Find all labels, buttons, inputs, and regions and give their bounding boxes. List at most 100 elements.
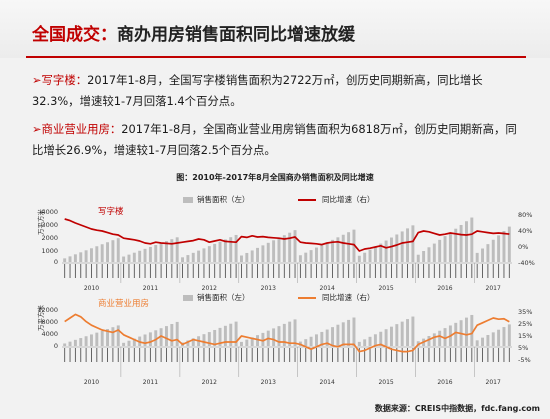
commercial-area-bar xyxy=(400,321,404,346)
office-area-bar xyxy=(357,255,361,262)
commercial-area-bar xyxy=(186,340,190,346)
office-area-bar xyxy=(154,245,158,262)
office-legend-area: 销售面积（左） xyxy=(197,194,250,204)
commercial-area-bar xyxy=(320,331,324,346)
office-area-bar xyxy=(100,244,104,262)
office-area-bar xyxy=(454,228,458,262)
page-title-rest: 商办用房销售面积同比增速放缓 xyxy=(117,25,355,45)
office-paragraph: ➢写字楼：2017年1-8月，全国写字楼销售面积为2722万㎡，创历史同期新高，… xyxy=(32,70,522,112)
commercial-year-label: 2011 xyxy=(143,379,158,386)
commercial-legend-growth: 同比增速（右） xyxy=(322,292,375,302)
commercial-left-tick: 4000 xyxy=(41,330,58,338)
office-area-bar xyxy=(73,254,77,262)
commercial-area-bar xyxy=(175,321,179,346)
commercial-year-label: 2017 xyxy=(486,379,501,386)
commercial-area-bar xyxy=(309,336,313,346)
commercial-paragraph: ➢商业营业用房：2017年1-8月，全国商业营业用房销售面积为6818万㎡，创历… xyxy=(32,119,522,161)
office-area-bar xyxy=(164,241,168,262)
office-area-bar xyxy=(207,246,211,262)
office-area-bar xyxy=(245,252,249,262)
office-area-bar xyxy=(277,237,281,262)
commercial-right-tick: 25% xyxy=(518,320,532,328)
commercial-area-bar xyxy=(95,332,99,346)
commercial-area-bar xyxy=(454,322,458,346)
office-paragraph-text: 2017年1-8月，全国写字楼销售面积为2722万㎡，创历史同期新高，同比增长3… xyxy=(32,73,483,108)
commercial-area-bar xyxy=(438,330,442,346)
office-left-tick: 0 xyxy=(54,258,58,266)
office-right-tick: 80% xyxy=(518,211,532,219)
office-area-bar xyxy=(320,245,324,262)
figure-title: 图：2010年-2017年8月全国商办销售面积及同比增速 xyxy=(176,173,374,182)
commercial-area-bar xyxy=(170,324,174,346)
office-left-tick: 2000 xyxy=(41,234,58,242)
title-bar xyxy=(0,0,550,58)
commercial-area-bar xyxy=(331,327,335,346)
office-area-bar xyxy=(186,255,190,262)
office-area-bar xyxy=(282,235,286,262)
office-area-bar xyxy=(239,255,243,262)
commercial-right-tick: -5% xyxy=(518,356,531,364)
office-area-bar xyxy=(314,247,318,262)
commercial-area-bar xyxy=(282,323,286,346)
commercial-area-bar xyxy=(84,336,88,346)
commercial-area-bar xyxy=(191,338,195,346)
commercial-area-bar xyxy=(132,338,136,346)
office-left-tick: 4000 xyxy=(41,208,58,216)
office-area-bar xyxy=(363,252,367,262)
commercial-right-tick: 15% xyxy=(518,332,532,340)
title-divider xyxy=(26,56,526,58)
office-area-bar xyxy=(89,248,93,262)
office-year-label: 2010 xyxy=(84,285,99,292)
office-area-bar xyxy=(368,249,372,262)
page-title-prefix: 全国成交： xyxy=(32,25,117,45)
office-left-tick: 1000 xyxy=(41,247,58,255)
commercial-area-bar xyxy=(347,319,351,346)
office-area-bar xyxy=(341,234,345,262)
office-area-bar xyxy=(170,239,174,262)
commercial-legend-area: 销售面积（左） xyxy=(197,292,250,302)
commercial-area-bar xyxy=(384,329,388,346)
commercial-area-bar xyxy=(379,331,383,346)
commercial-area-bar xyxy=(491,332,495,346)
office-area-bar xyxy=(218,241,222,262)
commercial-area-bar xyxy=(89,334,93,346)
office-area-bar xyxy=(481,248,485,262)
office-area-bar xyxy=(84,250,88,262)
commercial-area-bar xyxy=(122,342,126,346)
office-area-bar xyxy=(272,240,276,262)
commercial-area-bar xyxy=(325,329,329,346)
commercial-area-bar xyxy=(427,335,431,346)
office-area-bar xyxy=(250,250,254,262)
office-growth-line xyxy=(64,218,510,252)
office-area-bar xyxy=(266,242,270,262)
office-area-bar xyxy=(406,228,410,262)
office-area-bar xyxy=(379,243,383,262)
commercial-growth-line xyxy=(64,313,510,353)
office-area-bar xyxy=(432,243,436,262)
office-area-bar xyxy=(395,234,399,262)
office-area-bar xyxy=(106,242,110,262)
commercial-area-bar xyxy=(106,329,110,346)
commercial-legend-swatch-area xyxy=(183,295,193,301)
commercial-area-bar xyxy=(272,328,276,346)
commercial-area-bar xyxy=(277,326,281,346)
office-area-bar xyxy=(422,251,426,262)
commercial-area-bar xyxy=(304,339,308,346)
office-right-tick: 40% xyxy=(518,227,532,235)
office-area-bar xyxy=(191,252,195,262)
office-area-bar xyxy=(132,252,136,262)
commercial-area-bar xyxy=(218,327,222,346)
office-area-bar xyxy=(127,254,131,262)
commercial-area-bar xyxy=(363,339,367,346)
commercial-right-tick: 35% xyxy=(518,308,532,316)
commercial-area-bar xyxy=(406,319,410,346)
office-legend-swatch-area xyxy=(183,197,193,203)
commercial-year-label: 2013 xyxy=(261,379,276,386)
commercial-paragraph-text: 2017年1-8月，全国商业营业用房销售面积为6818万㎡，创历史同期新高，同比… xyxy=(32,122,517,157)
office-area-bar xyxy=(464,221,468,262)
office-area-bar xyxy=(293,230,297,262)
office-area-bar xyxy=(202,248,206,262)
office-year-label: 2017 xyxy=(486,285,501,292)
commercial-area-bar xyxy=(389,326,393,346)
office-area-bar xyxy=(502,231,506,262)
